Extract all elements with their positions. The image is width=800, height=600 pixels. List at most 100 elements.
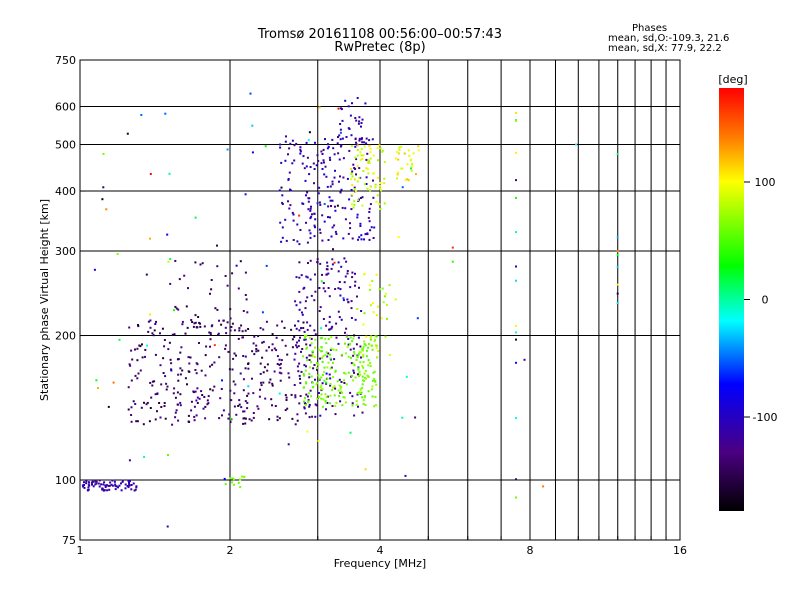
data-point [353,334,356,337]
data-point [247,392,250,395]
data-point [138,344,141,347]
data-point [354,280,357,283]
data-point [334,370,337,373]
data-point [324,381,327,384]
data-point [361,387,364,389]
data-point [350,300,353,303]
data-point [353,203,356,206]
data-point [333,394,336,397]
data-point [173,309,175,312]
data-point [156,410,158,413]
data-point [354,190,357,193]
data-point [296,365,299,368]
data-point [188,362,191,365]
data-point [229,317,232,320]
data-point [383,295,386,298]
data-point [221,414,223,417]
data-point [369,365,372,367]
data-point [357,122,360,125]
data-point [410,167,412,170]
data-point [149,326,152,329]
data-point [204,374,207,377]
data-point [201,394,204,396]
data-point [345,260,348,263]
data-point [298,362,301,365]
data-point [194,261,197,264]
data-point [298,402,301,405]
data-point [234,383,237,386]
data-point [163,339,166,341]
data-point [316,261,319,264]
data-point [320,280,323,283]
data-point [278,358,281,361]
data-point [353,178,356,181]
data-point [237,337,240,340]
data-point [370,304,372,307]
data-point [330,235,333,238]
data-point [344,401,347,404]
data-point [163,345,166,348]
data-point [231,368,234,371]
data-point [314,378,316,381]
data-point [359,392,362,395]
data-point [257,407,260,410]
data-point [616,254,619,257]
data-point [273,347,276,350]
data-point [406,178,409,181]
data-point [104,486,107,488]
data-point [338,134,341,137]
data-point [345,383,348,386]
data-point [350,189,353,191]
data-point [324,354,327,357]
data-point [209,338,212,341]
data-point [177,373,180,376]
data-point [348,149,351,152]
data-point [375,344,377,347]
data-point [313,299,316,302]
data-point [283,326,286,329]
data-point [295,344,297,347]
data-point [252,342,255,345]
colorbar-ticks: 100 0 -100 [744,176,777,424]
data-point [244,422,247,425]
data-point [316,382,319,385]
data-point [108,484,111,487]
data-point [149,237,151,240]
data-point [174,416,177,419]
data-point [378,144,381,147]
data-point [322,318,325,320]
data-point [338,378,341,381]
data-point [252,416,255,419]
data-point [334,209,337,212]
data-point [301,348,304,350]
data-point [374,380,377,383]
data-point [375,347,378,350]
data-point [375,200,378,203]
data-point [365,176,368,179]
data-point [220,388,223,390]
data-point [319,203,322,206]
data-point [191,321,194,323]
data-point [307,400,310,403]
data-point [305,393,308,396]
data-point [179,367,182,370]
data-point [362,323,365,326]
data-point [137,324,139,326]
data-point [344,99,347,102]
data-point [243,417,246,420]
data-point [87,481,90,484]
data-point [224,483,227,486]
y-tick-label: 100 [55,474,76,487]
data-point [224,347,227,350]
data-point [210,288,213,291]
data-point [311,213,313,216]
data-point [306,276,309,279]
data-point [280,359,283,362]
data-point [338,180,340,183]
data-point [321,239,324,242]
data-point [365,142,368,145]
data-point [316,367,318,370]
data-point [308,405,311,408]
data-point [523,358,526,361]
data-point [213,361,216,364]
